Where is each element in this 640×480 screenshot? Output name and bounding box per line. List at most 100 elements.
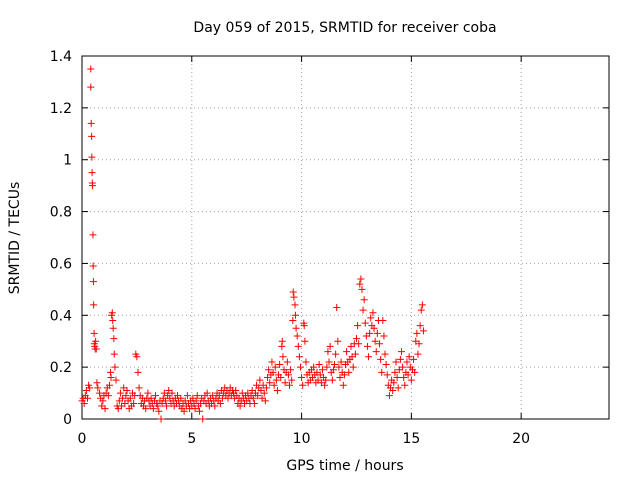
data-point — [93, 379, 101, 387]
data-point — [89, 262, 97, 270]
data-point — [109, 316, 117, 324]
y-tick-label: 0.8 — [50, 205, 72, 221]
data-point — [236, 402, 244, 410]
data-point — [411, 368, 419, 376]
data-point — [94, 384, 102, 392]
data-point — [382, 361, 390, 369]
data-point — [92, 345, 100, 353]
data-point — [372, 348, 380, 356]
data-point — [177, 394, 185, 402]
data-point — [393, 374, 401, 382]
data-point — [284, 371, 292, 379]
data-point — [256, 376, 264, 384]
data-point — [419, 327, 427, 335]
data-point — [112, 376, 120, 384]
data-point — [322, 376, 330, 384]
data-point — [254, 392, 262, 400]
data-point — [326, 342, 334, 350]
data-point — [277, 374, 285, 382]
data-point — [379, 316, 387, 324]
data-point — [89, 182, 97, 190]
data-point — [281, 379, 289, 387]
data-point — [87, 65, 95, 73]
data-point — [380, 332, 388, 340]
data-point — [286, 381, 294, 389]
data-point — [370, 324, 378, 332]
data-point — [109, 324, 117, 332]
data-point — [279, 353, 287, 361]
data-point — [399, 363, 407, 371]
data-point — [381, 350, 389, 358]
data-point — [199, 415, 207, 423]
data-point — [154, 402, 162, 410]
data-point — [392, 358, 400, 366]
data-point — [415, 340, 423, 348]
data-point — [144, 389, 152, 397]
data-point — [105, 381, 113, 389]
x-tick-label: 5 — [187, 431, 196, 447]
data-point — [331, 361, 339, 369]
data-point — [92, 337, 100, 345]
data-point — [345, 368, 353, 376]
data-point — [149, 405, 157, 413]
x-tick-label: 20 — [512, 431, 530, 447]
data-point — [133, 353, 141, 361]
data-point — [108, 309, 116, 317]
data-point — [265, 366, 273, 374]
data-point — [270, 381, 278, 389]
data-point — [400, 374, 408, 382]
data-point — [152, 392, 160, 400]
data-point — [161, 397, 169, 405]
data-point — [397, 348, 405, 356]
data-point — [123, 386, 131, 394]
data-point — [354, 322, 362, 330]
data-point — [90, 301, 98, 309]
data-point — [298, 374, 306, 382]
data-point — [195, 407, 203, 415]
data-point — [291, 301, 299, 309]
data-point — [333, 304, 341, 312]
data-point — [377, 355, 385, 363]
data-point — [389, 386, 397, 394]
data-point — [405, 353, 413, 361]
data-point — [107, 374, 115, 382]
data-point — [216, 399, 224, 407]
data-point — [116, 389, 124, 397]
data-point — [300, 322, 308, 330]
data-point — [417, 306, 425, 314]
data-point — [403, 358, 411, 366]
data-point — [378, 368, 386, 376]
data-point — [357, 275, 365, 283]
data-point — [358, 285, 366, 293]
data-point — [88, 153, 96, 161]
data-point — [371, 337, 379, 345]
axis-ticks — [81, 55, 609, 420]
data-point — [289, 288, 297, 296]
data-point — [343, 348, 351, 356]
plot-area-border — [81, 55, 610, 420]
data-point — [292, 324, 300, 332]
data-point — [266, 379, 274, 387]
data-point — [336, 374, 344, 382]
data-point — [268, 358, 276, 366]
data-point — [360, 296, 368, 304]
data-point — [404, 371, 412, 379]
data-point — [315, 361, 323, 369]
data-point — [414, 350, 422, 358]
y-tick-label: 1.2 — [50, 101, 72, 117]
data-point — [288, 376, 296, 384]
data-point — [328, 376, 336, 384]
tick-labels: 0 5 10 15 20 0 0.2 0.4 0.6 0.8 1 1.2 1.4 — [50, 49, 530, 447]
data-points — [78, 65, 427, 423]
data-point — [413, 329, 421, 337]
data-point — [369, 309, 377, 317]
data-point — [163, 402, 171, 410]
data-point — [283, 358, 291, 366]
data-point — [193, 392, 201, 400]
y-tick-label: 0.4 — [50, 308, 72, 324]
data-point — [390, 379, 398, 387]
data-point — [80, 399, 88, 407]
data-point — [356, 280, 364, 288]
data-point — [110, 350, 118, 358]
